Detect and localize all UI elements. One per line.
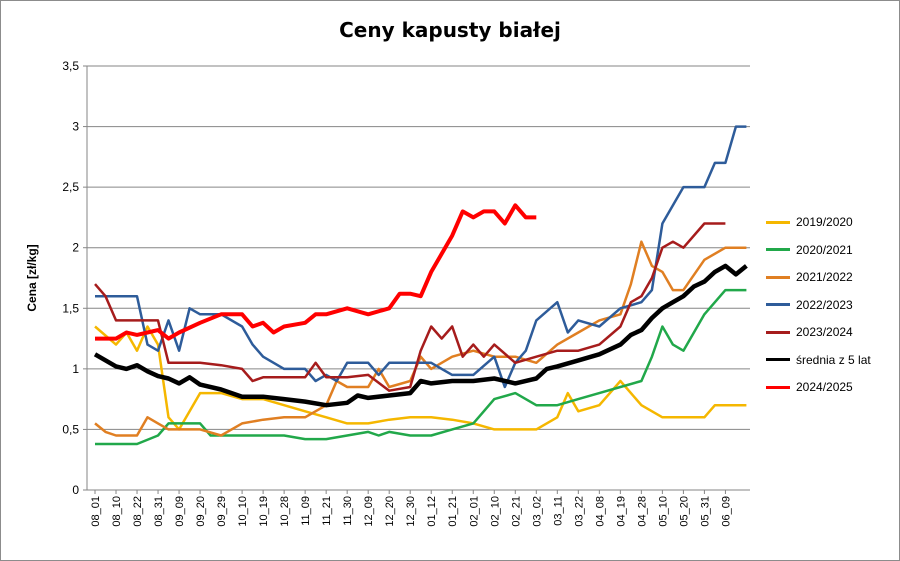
x-tick-labels: 08_01 08_10 08_22 08_31 09_09 09_20 09_29 10_10… (90, 496, 732, 527)
y-tick-labels: 0 0,5 1 1,5 2 2,5 3 3,5 (62, 59, 79, 497)
series-line-2021-2022 (94, 240, 747, 437)
legend-item: średnia z 5 lat (766, 352, 871, 368)
series-line-2019-2020 (94, 325, 747, 431)
x-tick-label: 02_01 (468, 496, 480, 527)
x-tick-label: 08_10 (111, 496, 123, 527)
y-tick-label: 2 (72, 241, 79, 255)
legend-label: 2021/2022 (796, 270, 853, 284)
y-tick-label: 3,5 (62, 59, 79, 73)
legend-swatch (766, 385, 790, 389)
legend-item: 2023/2024 (766, 324, 853, 340)
legend-item: 2020/2021 (766, 242, 853, 258)
legend-swatch (766, 330, 790, 334)
legend-item: 2022/2023 (766, 297, 853, 313)
legend-label: 2019/2020 (796, 215, 853, 229)
series-line-2024-2025 (95, 203, 537, 341)
x-tick-label: 05_31 (699, 496, 711, 527)
x-tick-label: 06_09 (720, 496, 732, 527)
series-line-2020-2021 (95, 288, 747, 446)
x-tick-label: 12_09 (363, 496, 375, 527)
x-tick-label: 03_02 (531, 496, 543, 527)
legend-swatch (766, 220, 790, 224)
x-tick-label: 02_10 (489, 496, 501, 527)
axes (83, 65, 750, 494)
series-line-2023-2024 (94, 222, 726, 392)
y-tick-label: 0,5 (62, 422, 79, 436)
legend-label: średnia z 5 lat (796, 352, 871, 367)
series-line-2022-2023 (95, 125, 747, 389)
legend-item: 2021/2022 (766, 269, 853, 285)
y-tick-label: 3 (72, 120, 79, 134)
x-tick-label: 04_28 (636, 496, 648, 527)
x-tick-label: 09_29 (216, 496, 228, 527)
x-tick-label: 08_01 (90, 496, 102, 527)
legend-swatch (766, 248, 790, 251)
y-tick-label: 1,5 (62, 301, 79, 315)
x-tick-label: 12_30 (405, 496, 417, 527)
x-tick-label: 08_31 (153, 496, 165, 527)
x-tick-label: 10_28 (279, 496, 291, 527)
x-tick-label: 04_19 (615, 496, 627, 527)
legend-item: 2019/2020 (766, 214, 853, 230)
x-tick-label: 10_10 (237, 496, 249, 527)
x-tick-label: 02_21 (510, 496, 522, 527)
y-tick-label: 2,5 (62, 180, 79, 194)
x-tick-label: 05_20 (678, 496, 690, 527)
chart-title: Ceny kapusty białej (339, 18, 561, 42)
x-tick-label: 03_11 (552, 496, 564, 526)
x-tick-label: 11_30 (342, 496, 354, 526)
x-tick-label: 08_22 (132, 496, 144, 527)
legend-label: 2022/2023 (796, 297, 853, 312)
x-tick-label: 09_09 (174, 496, 186, 527)
x-tick-label: 12_20 (384, 496, 396, 527)
legend-item: 2024/2025 (766, 379, 853, 395)
legend-label: 2024/2025 (796, 380, 853, 394)
x-tick-label: 01_12 (426, 496, 438, 527)
x-tick-label: 10_19 (258, 496, 270, 527)
legend-swatch (766, 275, 790, 279)
x-tick-label: 11_09 (300, 496, 312, 526)
x-tick-label: 05_10 (657, 496, 669, 527)
legend-swatch (766, 358, 790, 361)
y-tick-label: 1 (72, 362, 79, 376)
x-tick-label: 11_21 (321, 496, 333, 526)
x-tick-label: 01_21 (447, 496, 459, 527)
legend-swatch (766, 303, 790, 306)
legend-label: 2020/2021 (796, 242, 853, 257)
x-tick-label: 04_08 (594, 496, 606, 527)
y-axis-label: Cena [zł/kg] (25, 244, 39, 311)
legend-label: 2023/2024 (796, 325, 853, 339)
x-tick-label: 09_20 (195, 496, 207, 527)
y-tick-label: 0 (72, 483, 79, 497)
series-lines (93, 125, 748, 446)
x-tick-label: 03_22 (573, 496, 585, 527)
series-line--rednia-z-5-lat (93, 263, 748, 408)
